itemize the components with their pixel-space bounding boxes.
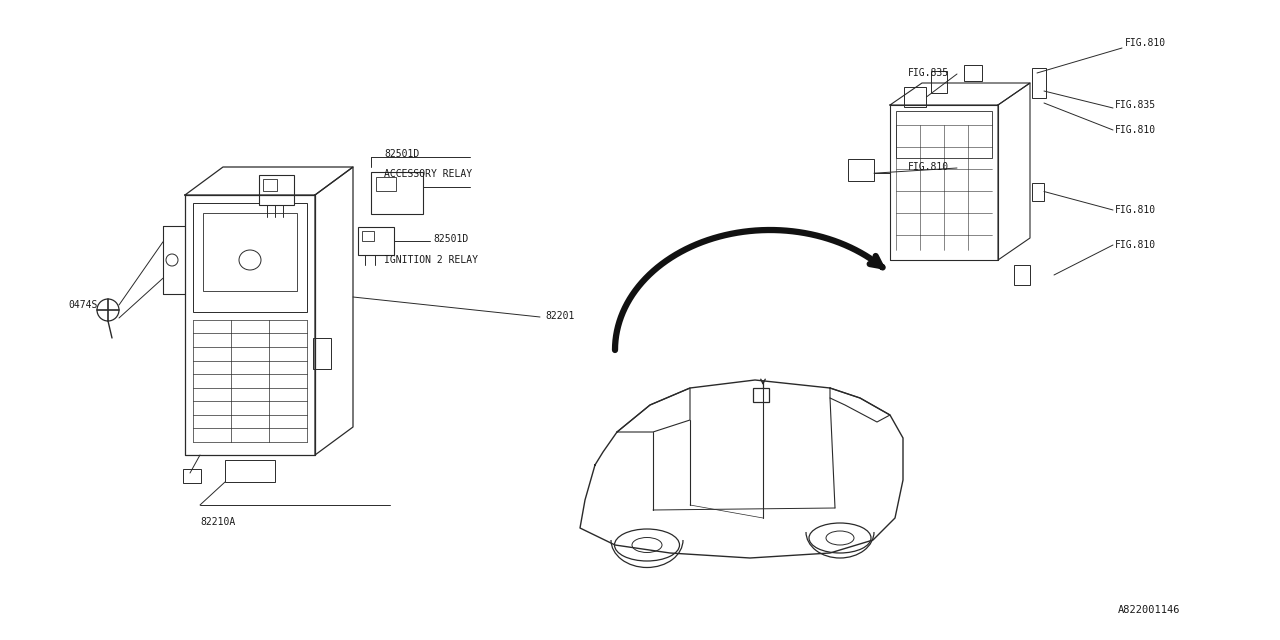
Text: FIG.810: FIG.810 <box>1115 205 1156 215</box>
Bar <box>376 177 396 191</box>
Bar <box>931 71 947 93</box>
Text: IGNITION 2 RELAY: IGNITION 2 RELAY <box>384 255 477 265</box>
Text: FIG.810: FIG.810 <box>1115 240 1156 250</box>
Bar <box>262 179 276 191</box>
Bar <box>753 388 769 402</box>
Bar <box>896 111 992 157</box>
Bar <box>204 213 297 291</box>
Bar <box>371 172 422 214</box>
Circle shape <box>97 299 119 321</box>
Text: 82201: 82201 <box>545 311 575 321</box>
Text: A822001146: A822001146 <box>1117 605 1180 615</box>
Text: FIG.835: FIG.835 <box>1115 100 1156 110</box>
Bar <box>1032 182 1044 200</box>
Bar <box>183 469 201 483</box>
Bar <box>964 65 982 81</box>
Bar <box>1014 265 1030 285</box>
Text: ACCESSORY RELAY: ACCESSORY RELAY <box>384 169 472 179</box>
Text: FIG.810: FIG.810 <box>908 162 950 172</box>
Bar <box>259 175 294 205</box>
Bar <box>905 87 927 107</box>
Text: 82501D: 82501D <box>433 234 468 244</box>
Bar <box>362 231 374 241</box>
Text: 82210A: 82210A <box>200 517 236 527</box>
Bar <box>849 159 874 181</box>
Bar <box>225 460 275 482</box>
Bar <box>314 338 332 369</box>
Bar <box>193 203 307 312</box>
Text: 82501D: 82501D <box>384 149 420 159</box>
Bar <box>1032 68 1046 98</box>
Text: 0474S: 0474S <box>68 300 97 310</box>
Text: FIG.810: FIG.810 <box>1125 38 1166 48</box>
Text: FIG.835: FIG.835 <box>908 68 950 78</box>
Bar <box>358 227 394 255</box>
Text: FIG.810: FIG.810 <box>1115 125 1156 135</box>
